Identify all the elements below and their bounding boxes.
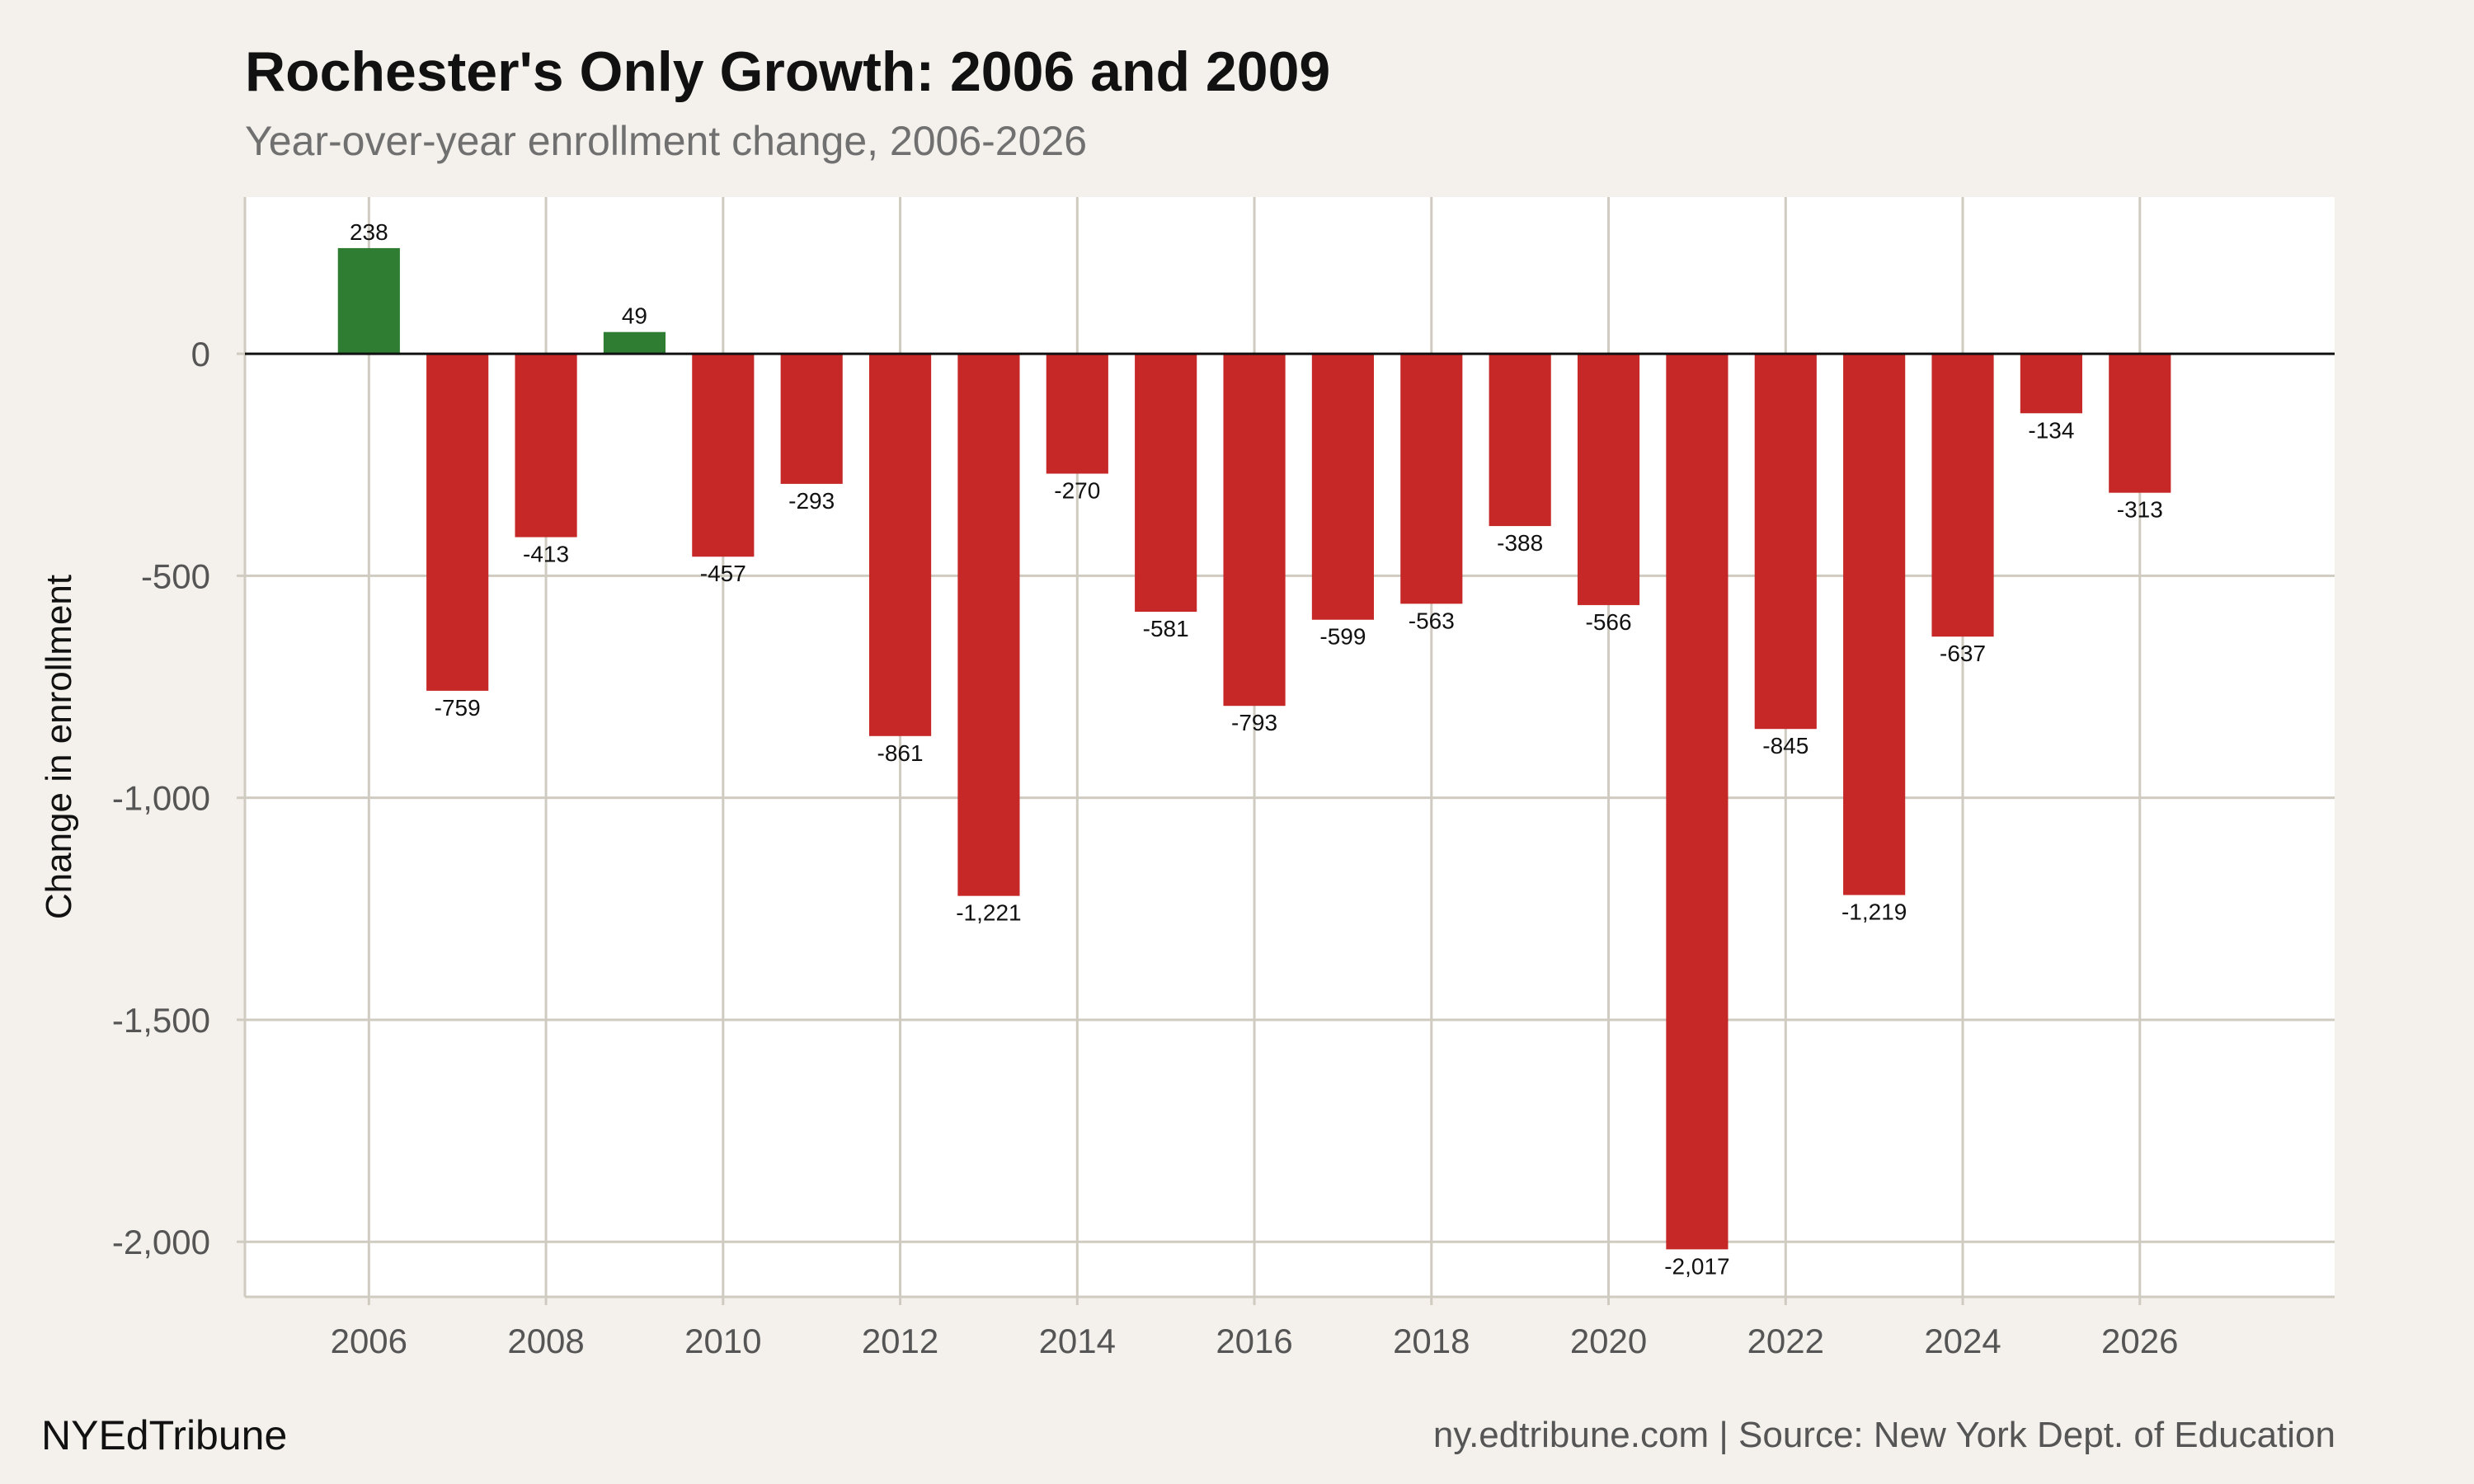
chart-subtitle: Year-over-year enrollment change, 2006-2… <box>245 118 1088 164</box>
data-label-2012: -861 <box>877 740 924 766</box>
bar-2020 <box>1577 354 1640 605</box>
bar-2024 <box>1931 354 1994 637</box>
bar-2018 <box>1400 354 1463 604</box>
bar-2025 <box>2020 354 2082 414</box>
bar-2014 <box>1046 354 1108 474</box>
x-tick-label: 2024 <box>1924 1322 2001 1360</box>
data-label-2020: -566 <box>1586 609 1632 635</box>
y-tick-label: 0 <box>191 335 210 373</box>
x-tick-label: 2006 <box>331 1322 407 1360</box>
bar-2015 <box>1135 354 1197 613</box>
bar-2023 <box>1843 354 1906 895</box>
data-label-2024: -637 <box>1940 641 1986 666</box>
bar-2022 <box>1754 354 1817 730</box>
bar-2010 <box>692 354 755 557</box>
data-label-2009: 49 <box>622 303 647 329</box>
data-label-2018: -563 <box>1409 608 1455 633</box>
x-tick-label: 2020 <box>1570 1322 1647 1360</box>
y-axis-label: Change in enrollment <box>39 575 79 919</box>
bar-2006 <box>337 247 400 355</box>
data-label-2011: -293 <box>788 488 835 514</box>
bar-2013 <box>957 354 1020 896</box>
data-label-2006: 238 <box>350 219 388 245</box>
x-tick-label: 2026 <box>2101 1322 2178 1360</box>
data-label-2023: -1,219 <box>1841 899 1907 925</box>
bar-2019 <box>1489 354 1551 527</box>
bar-2026 <box>2109 354 2171 493</box>
bar-2011 <box>780 354 843 484</box>
x-tick-label: 2012 <box>862 1322 938 1360</box>
data-label-2021: -2,017 <box>1664 1253 1729 1279</box>
brand-logo-text: NYEdTribune <box>41 1412 288 1458</box>
x-tick-label: 2014 <box>1039 1322 1116 1360</box>
data-label-2016: -793 <box>1231 710 1277 735</box>
bar-2017 <box>1311 354 1375 620</box>
data-label-2015: -581 <box>1143 616 1189 641</box>
data-label-2019: -388 <box>1497 530 1543 556</box>
bar-2008 <box>515 354 577 538</box>
bar-2021 <box>1666 354 1729 1250</box>
x-tick-label: 2018 <box>1393 1322 1470 1360</box>
data-label-2010: -457 <box>700 561 746 586</box>
data-label-2026: -313 <box>2117 497 2163 523</box>
chart-title: Rochester's Only Growth: 2006 and 2009 <box>245 40 1331 103</box>
source-note: ny.edtribune.com | Source: New York Dept… <box>1432 1415 2335 1455</box>
y-tick-label: -1,000 <box>112 779 210 818</box>
data-label-2025: -134 <box>2028 417 2074 443</box>
y-tick-label: -1,500 <box>112 1001 210 1040</box>
bar-2007 <box>426 354 489 691</box>
data-label-2017: -599 <box>1319 624 1366 650</box>
bar-2016 <box>1223 354 1286 707</box>
bar-2012 <box>868 354 932 736</box>
bar-2009 <box>603 331 666 355</box>
y-tick-label: -500 <box>141 556 210 595</box>
data-label-2014: -270 <box>1054 478 1100 504</box>
data-label-2022: -845 <box>1762 733 1808 758</box>
data-label-2007: -759 <box>435 695 481 721</box>
x-tick-label: 2010 <box>684 1322 761 1360</box>
data-label-2013: -1,221 <box>956 900 1021 926</box>
x-tick-label: 2022 <box>1747 1322 1824 1360</box>
y-tick-label: -2,000 <box>112 1223 210 1261</box>
data-label-2008: -413 <box>523 542 569 567</box>
x-tick-label: 2016 <box>1216 1322 1292 1360</box>
x-tick-label: 2008 <box>507 1322 584 1360</box>
